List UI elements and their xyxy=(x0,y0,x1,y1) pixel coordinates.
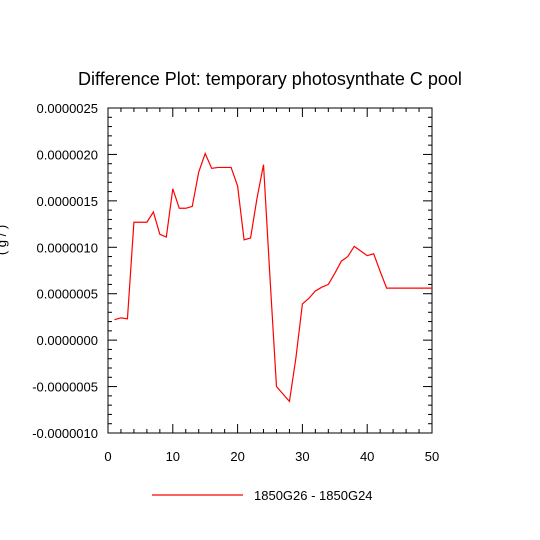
series-group xyxy=(114,151,432,403)
chart-title: Difference Plot: temporary photosynthate… xyxy=(78,69,462,89)
x-tick-label: 50 xyxy=(425,449,439,464)
y-axis-label: ( g / ) xyxy=(0,225,9,255)
plot-frame xyxy=(107,107,433,434)
y-tick-label: 0.0000000 xyxy=(37,333,98,348)
series-line xyxy=(114,151,432,403)
x-tick-label: 20 xyxy=(230,449,244,464)
axis-ticks xyxy=(107,107,433,434)
y-tick-label: -0.0000005 xyxy=(32,380,98,395)
y-tick-label: 0.0000005 xyxy=(37,287,98,302)
x-tick-label: 30 xyxy=(295,449,309,464)
x-tick-label: 40 xyxy=(360,449,374,464)
y-tick-label: 0.0000025 xyxy=(37,101,98,116)
legend-label: 1850G26 - 1850G24 xyxy=(254,488,373,503)
legend: 1850G26 - 1850G24 xyxy=(152,488,373,503)
y-tick-label: 0.0000020 xyxy=(37,147,98,162)
y-axis-label-group: ( g / ) xyxy=(0,225,9,255)
x-tick-label: 10 xyxy=(166,449,180,464)
y-tick-label: 0.0000015 xyxy=(37,194,98,209)
x-tick-label: 0 xyxy=(104,449,111,464)
axis-tick-labels: 0 10 20 30 40 50 0.0000025 0.0000020 0.0000015 0.… xyxy=(32,101,439,464)
y-tick-label: 0.0000010 xyxy=(37,240,98,255)
y-tick-label: -0.0000010 xyxy=(32,426,98,441)
